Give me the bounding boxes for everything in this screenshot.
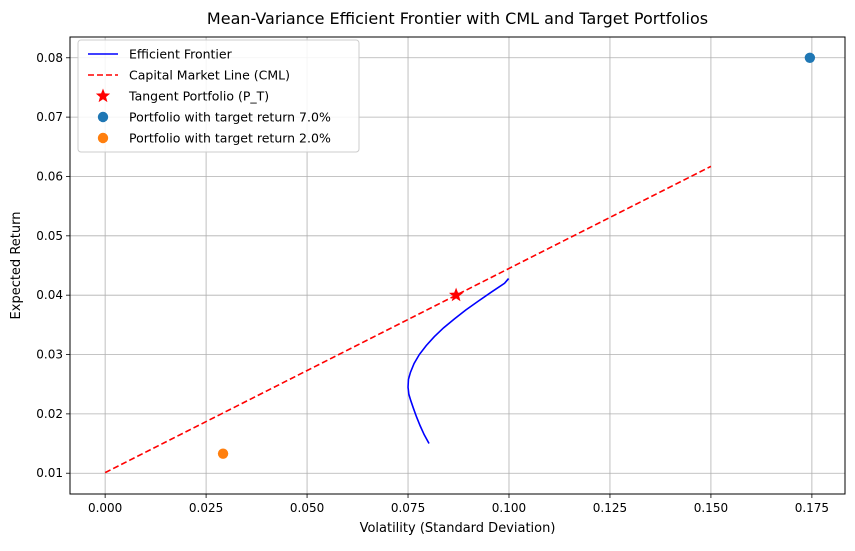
y-tick-label: 0.07 — [36, 110, 63, 124]
y-axis-label: Expected Return — [9, 212, 24, 320]
legend-label: Portfolio with target return 2.0% — [129, 131, 331, 146]
x-tick-label: 0.000 — [88, 501, 122, 515]
y-tick-label: 0.02 — [36, 407, 63, 421]
legend-label: Portfolio with target return 7.0% — [129, 110, 331, 125]
legend-label: Capital Market Line (CML) — [129, 68, 290, 83]
series-line — [407, 278, 510, 444]
legend-circle-swatch — [97, 132, 109, 144]
legend-box — [77, 39, 360, 153]
grid-layer — [70, 37, 845, 494]
legend-label: Tangent Portfolio (P_T) — [128, 89, 269, 104]
tick-layer: 0.000 0.025 0.050 0.075 0.100 0.125 0.150 0.175… — [36, 51, 829, 515]
legend-circle-swatch — [97, 111, 109, 123]
x-tick-label: 0.125 — [593, 501, 627, 515]
x-tick-label: 0.025 — [189, 501, 223, 515]
y-tick-label: 0.08 — [36, 51, 63, 65]
x-tick-label: 0.100 — [492, 501, 526, 515]
x-tick-label: 0.150 — [694, 501, 728, 515]
chart-title: Mean-Variance Efficient Frontier with CM… — [207, 9, 708, 28]
portfolio-marker — [804, 52, 816, 63]
x-tick-label: 0.175 — [795, 501, 829, 515]
y-tick-label: 0.03 — [36, 348, 63, 362]
portfolio-marker — [217, 448, 229, 459]
x-tick-label: 0.050 — [290, 501, 324, 515]
y-tick-label: 0.01 — [36, 466, 63, 480]
axes-frame — [69, 36, 846, 495]
series-layer — [104, 52, 816, 474]
tangent-portfolio-marker — [448, 287, 464, 302]
y-tick-label: 0.05 — [36, 229, 63, 243]
y-tick-label: 0.06 — [36, 169, 63, 183]
series-line — [104, 165, 712, 474]
legend: Efficient Frontier Capital Market Line (C… — [77, 39, 360, 153]
legend-label: Efficient Frontier — [129, 47, 233, 62]
x-tick-label: 0.075 — [391, 501, 425, 515]
x-axis-label: Volatility (Standard Deviation) — [360, 521, 556, 536]
y-tick-label: 0.04 — [36, 288, 63, 302]
legend-star-swatch — [95, 88, 111, 103]
